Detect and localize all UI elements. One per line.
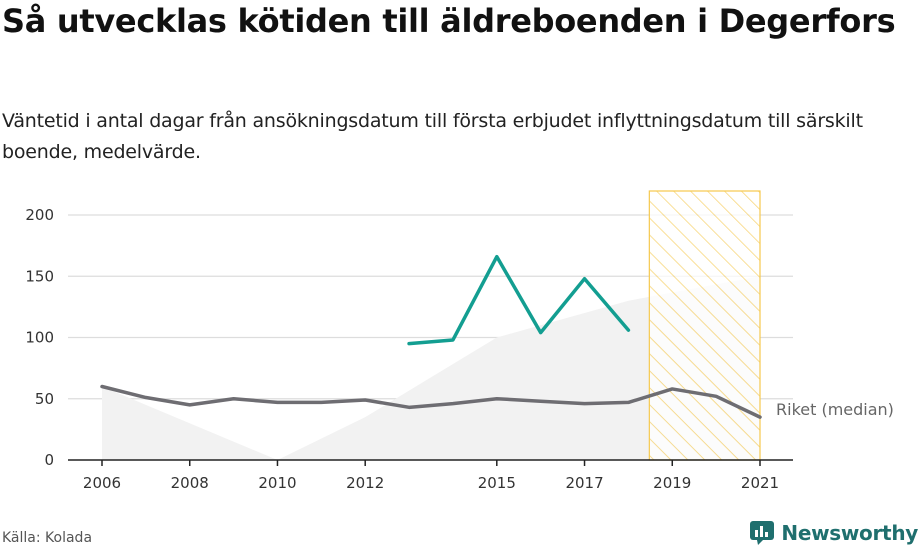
y-tick-label: 50 [35,390,54,408]
x-tick-label: 2021 [741,474,779,492]
x-tick-label: 2019 [653,474,691,492]
x-tick-label: 2015 [478,474,516,492]
brand-logo: Newsworthy [749,520,918,546]
x-tick-label: 2017 [565,474,603,492]
chart-subtitle: Väntetid i antal dagar från ansökningsda… [2,110,863,163]
y-tick-label: 100 [25,329,54,347]
highlight-rect [648,190,761,461]
x-tick-label: 2008 [171,474,209,492]
newsworthy-logo-icon [750,521,775,545]
series-label-riket: Riket (median) [776,400,894,419]
x-tick-label: 2012 [346,474,384,492]
chart-title: Så utvecklas kötiden till äldreboenden i… [2,2,896,40]
y-tick-label: 200 [25,206,54,224]
y-tick-label: 0 [44,451,54,469]
series-lines [100,254,762,419]
highlight-period [648,190,761,461]
range-band [102,276,760,460]
y-tick-label: 150 [25,267,54,285]
band-area [102,276,760,460]
series-line-riket [100,384,762,419]
source-note: Källa: Kolada [2,530,93,546]
series-line-degerfors [407,254,631,346]
line-chart: 0 50 100 150 200 2006 2008 2010 2012 2015 2017 2019… [25,190,894,492]
x-tick-label: 2010 [258,474,296,492]
brand-name: Newsworthy [781,521,918,545]
series-labels: Riket (median) [776,400,894,419]
axes: 0 50 100 150 200 2006 2008 2010 2012 2015 2017 2019… [25,206,793,492]
x-tick-label: 2006 [83,474,121,492]
